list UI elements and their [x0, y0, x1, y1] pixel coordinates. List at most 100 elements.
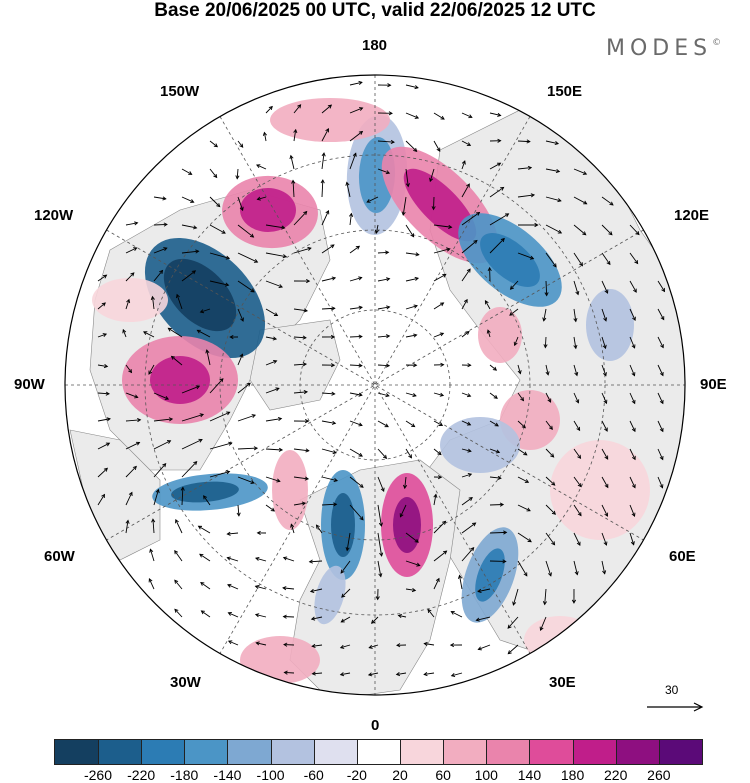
wind-vector [539, 616, 547, 632]
wind-vector [349, 420, 363, 427]
wind-vector [199, 308, 211, 314]
wind-vector [366, 196, 379, 203]
wind-vector [181, 438, 203, 450]
wind-vector [433, 273, 447, 282]
wind-vector [340, 560, 351, 574]
wind-vector [283, 642, 295, 647]
brand-name: MODES [606, 36, 713, 61]
lon-label-upper-right: 150E [547, 83, 583, 100]
wind-vector [254, 584, 267, 590]
wind-vector [368, 644, 379, 649]
wind-vector [401, 196, 407, 216]
wind-vector [293, 104, 302, 114]
wind-vector [181, 385, 201, 394]
wind-vector [517, 165, 533, 170]
colorbar-segment [54, 739, 99, 765]
wind-vector [321, 448, 337, 455]
lon-label-lower-left: 30W [170, 674, 201, 691]
colorbar-segment [486, 739, 531, 765]
wind-vector [377, 111, 393, 116]
anomaly-contour [550, 440, 650, 540]
wind-vector [405, 276, 420, 282]
wind-vector [545, 252, 557, 268]
anomaly-contour [524, 616, 596, 664]
wind-vector [486, 329, 491, 338]
wind-vector [573, 476, 582, 488]
colorbar-tick-label: -260 [83, 767, 113, 783]
wind-vector [512, 588, 519, 606]
wind-vector [545, 532, 556, 546]
wind-vector [377, 504, 383, 527]
wind-vector [461, 472, 473, 478]
wind-vector [601, 392, 608, 405]
wind-vector [461, 522, 477, 534]
anomaly-contour [163, 258, 237, 332]
colorbar-tick-label: -20 [346, 767, 367, 783]
wind-vector [489, 475, 502, 480]
wind-vector [237, 252, 259, 263]
wind-vector [149, 548, 155, 562]
colorbar-segment [98, 739, 143, 765]
wind-vector [433, 493, 438, 506]
wind-vector [209, 280, 230, 287]
wind-vector [97, 391, 110, 396]
wind-vector [517, 504, 531, 512]
wind-vector [601, 476, 609, 489]
wind-vector [573, 196, 588, 205]
wind-vector [293, 448, 310, 453]
colorbar-tick-label: 60 [435, 767, 451, 783]
wind-vector [507, 616, 519, 629]
wind-vector [601, 448, 609, 460]
wind-vector [321, 244, 335, 254]
wind-vector [629, 420, 636, 433]
wind-vector [170, 355, 183, 366]
wind-vector [237, 382, 251, 394]
wind-vector [293, 128, 298, 142]
wind-vector [517, 222, 539, 228]
wind-vector [125, 221, 139, 226]
wind-vector [405, 420, 416, 428]
wind-vector [489, 162, 502, 170]
wind-vector [349, 448, 363, 457]
wind-vector [226, 556, 239, 562]
wind-vector [477, 588, 491, 593]
lon-label-top: 180 [362, 37, 388, 54]
wind-vector [181, 413, 205, 422]
wind-vector [349, 212, 354, 226]
reference-vector-value: 30 [665, 683, 679, 697]
wind-vector [657, 280, 666, 293]
wind-vector [433, 362, 445, 367]
wind-vector [601, 252, 611, 266]
anomaly-contour [403, 168, 477, 242]
anomaly-contour [92, 278, 168, 322]
wind-vector [125, 441, 141, 450]
wind-vector [293, 278, 311, 284]
wind-vector [289, 154, 295, 170]
wind-vector [657, 392, 664, 405]
wind-vector [321, 363, 336, 368]
wind-vector [293, 308, 309, 313]
wind-vector [125, 247, 138, 254]
wind-vector [517, 139, 531, 144]
wind-vector [489, 186, 505, 198]
wind-vector [345, 181, 351, 198]
anomaly-contour [272, 450, 308, 530]
wind-vector [487, 266, 492, 282]
wind-vector [293, 362, 308, 367]
wind-vector [321, 104, 333, 114]
wind-vector [545, 476, 556, 486]
wind-vector [545, 448, 555, 458]
wind-vector [176, 293, 183, 310]
wind-vector [405, 84, 419, 90]
wind-vector [143, 331, 155, 338]
wind-vector [461, 239, 478, 254]
wind-vector [349, 392, 363, 397]
wind-vector [345, 532, 351, 552]
wind-vector [573, 252, 583, 267]
wind-vector [433, 302, 445, 310]
anomaly-contour [440, 417, 520, 473]
wind-vector [517, 448, 528, 456]
wind-vector [629, 280, 637, 293]
wind-vector [657, 448, 664, 461]
wind-vector [629, 224, 640, 236]
